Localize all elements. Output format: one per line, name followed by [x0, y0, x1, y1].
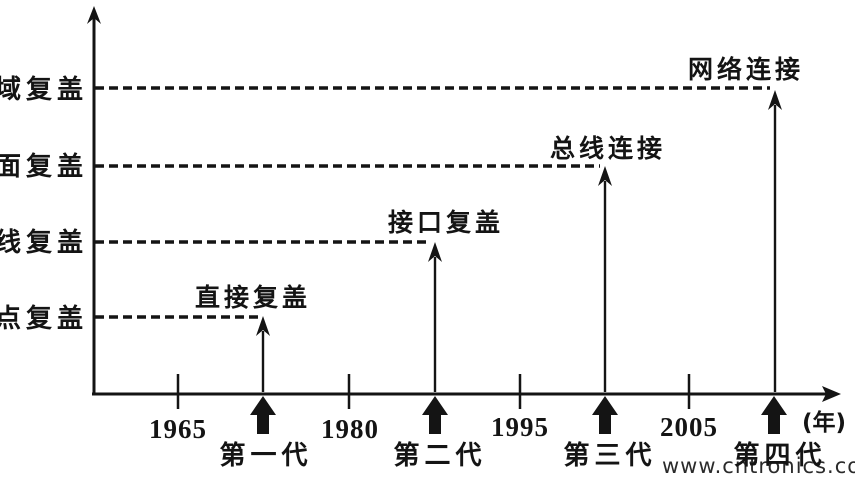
x-axis-unit-label: (年) [802, 409, 846, 436]
y-axis-arrowhead-icon [87, 6, 101, 24]
x-axis-arrowhead-icon [822, 386, 841, 402]
generation-arrow-icon [761, 396, 787, 434]
milestone-arrowhead-icon [768, 90, 782, 110]
milestone-arrowhead-icon [256, 316, 270, 336]
y-level-label: 线复盖 [0, 227, 88, 258]
generation-arrow-icon [592, 396, 618, 434]
milestone-label: 接口复盖 [388, 208, 504, 237]
y-level-label: 面复盖 [0, 151, 88, 182]
milestone-label: 直接复盖 [195, 283, 311, 312]
generation-arrow-icon [422, 396, 448, 434]
y-level-label: 域复盖 [0, 74, 88, 105]
generation-label: 第二代 [393, 440, 486, 471]
x-tick-label: 2005 [660, 412, 718, 442]
generation-arrow-icon [250, 396, 276, 434]
x-tick-label: 1965 [149, 414, 207, 444]
x-tick-label: 1980 [321, 414, 379, 444]
watermark: www.cntronics.com [662, 454, 855, 478]
x-tick-label: 1995 [491, 412, 549, 442]
generation-label: 第一代 [219, 440, 312, 471]
generation-label: 第四代 [733, 440, 826, 471]
milestone-label: 网络连接 [688, 55, 804, 84]
y-level-label: 点复盖 [0, 303, 88, 334]
milestone-arrowhead-icon [598, 166, 612, 186]
milestone-arrowhead-icon [428, 242, 442, 262]
generation-label: 第三代 [563, 440, 656, 471]
milestone-label: 总线连接 [550, 134, 666, 163]
